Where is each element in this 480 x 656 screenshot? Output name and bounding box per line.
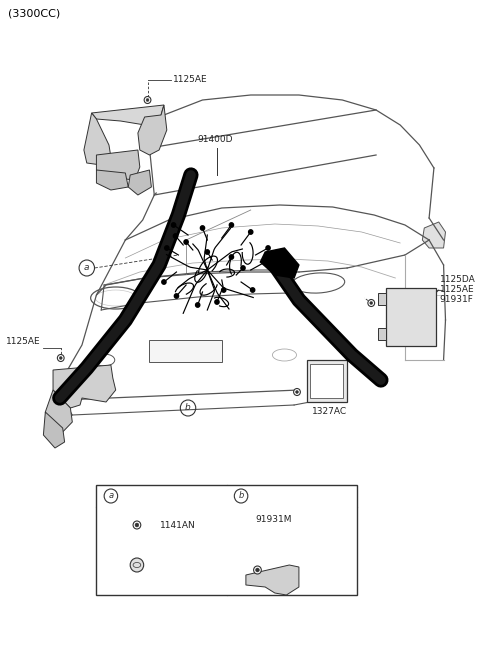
Circle shape [229,255,234,259]
Polygon shape [45,390,72,432]
Polygon shape [128,170,151,195]
Text: 1125AE: 1125AE [6,337,40,346]
Circle shape [165,246,169,250]
Circle shape [146,98,149,102]
Bar [378,328,386,340]
Text: 1125DA: 1125DA [440,276,476,285]
Circle shape [58,354,64,361]
Bar [378,293,386,305]
Text: b: b [185,403,191,413]
Circle shape [215,300,219,304]
Circle shape [229,223,234,227]
Circle shape [144,96,151,104]
Polygon shape [260,248,299,278]
Circle shape [296,390,299,394]
Circle shape [255,568,259,572]
Text: 91931F: 91931F [440,295,474,304]
Circle shape [162,280,166,284]
Circle shape [200,226,204,230]
Circle shape [253,566,261,574]
Polygon shape [96,150,140,180]
Text: 1327AC: 1327AC [312,407,347,417]
Circle shape [173,234,178,238]
Polygon shape [43,412,65,448]
Polygon shape [246,565,299,595]
Circle shape [263,260,267,264]
Circle shape [195,303,200,307]
Text: 1125AE: 1125AE [173,75,207,85]
Text: a: a [108,491,113,501]
Circle shape [184,240,188,244]
Text: 1125AE: 1125AE [440,285,474,295]
Circle shape [294,388,300,396]
Text: a: a [84,264,90,272]
Polygon shape [84,113,111,165]
Polygon shape [92,105,164,127]
FancyBboxPatch shape [149,340,222,362]
Circle shape [241,266,245,270]
Circle shape [251,288,255,292]
Text: b: b [239,491,244,501]
Bar [386,288,436,346]
Bar [311,364,343,398]
Polygon shape [138,105,167,155]
Circle shape [135,523,139,527]
Circle shape [249,230,253,234]
Circle shape [174,294,179,298]
Bar [96,485,357,595]
Circle shape [368,300,374,306]
Text: 91931M: 91931M [255,516,292,525]
Polygon shape [422,222,445,248]
Text: 1141AN: 1141AN [160,520,196,529]
Circle shape [171,223,176,227]
Polygon shape [53,365,116,408]
Circle shape [370,302,372,304]
Circle shape [133,521,141,529]
Circle shape [205,250,209,254]
Circle shape [266,246,270,250]
Polygon shape [96,170,128,190]
Circle shape [130,558,144,572]
Circle shape [222,288,226,292]
Text: (3300CC): (3300CC) [8,9,60,19]
Text: 91400D: 91400D [198,136,233,144]
Circle shape [60,356,62,359]
Bar [307,360,347,402]
Text: 1125AE: 1125AE [253,579,288,588]
